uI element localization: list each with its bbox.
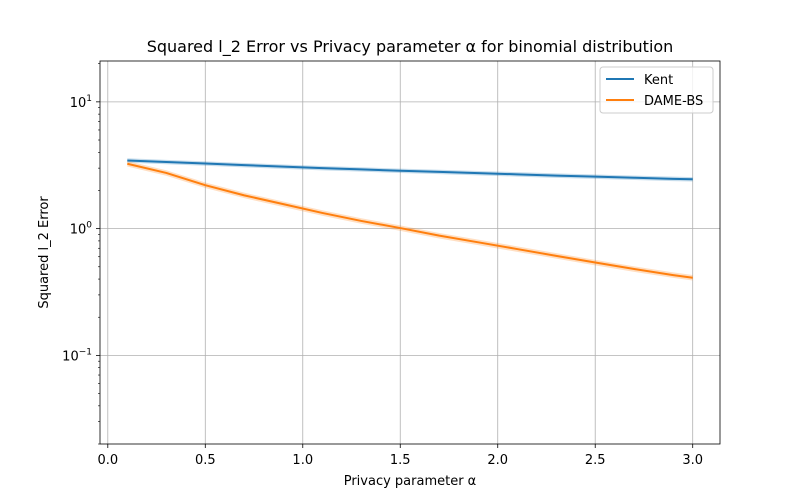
y-tick-exponent: −1 — [79, 347, 92, 357]
y-tick-base: 10 — [70, 96, 87, 111]
x-axis-label: Privacy parameter α — [344, 474, 477, 489]
legend-label: Kent — [644, 73, 673, 88]
y-tick-exponent: 1 — [86, 94, 92, 104]
x-tick-label: 2.0 — [487, 453, 508, 468]
series-line-kent — [127, 159, 693, 181]
legend: Kent DAME-BS — [599, 66, 714, 114]
y-tick-exponent: 0 — [86, 221, 92, 231]
y-tick-label: 100 — [70, 221, 93, 238]
y-tick-label: 101 — [70, 94, 92, 111]
x-tick-label: 3.0 — [682, 453, 703, 468]
y-tick-label: 10−1 — [62, 347, 92, 364]
x-tick-label: 1.5 — [390, 453, 411, 468]
x-tick-label: 0.5 — [195, 453, 216, 468]
y-axis-label: Squared l_2 Error — [37, 196, 52, 309]
series-line-dame-bs — [127, 162, 693, 279]
y-tick-base: 10 — [70, 223, 87, 238]
plot-frame — [99, 60, 721, 445]
legend-label: DAME-BS — [644, 94, 703, 109]
x-tick-label: 2.5 — [585, 453, 606, 468]
chart-title: Squared l_2 Error vs Privacy parameter α… — [147, 37, 674, 57]
line-layer — [127, 159, 693, 279]
x-tick-label: 1.0 — [292, 453, 313, 468]
x-tick-label: 0.0 — [97, 453, 118, 468]
y-tick-base: 10 — [62, 349, 79, 364]
